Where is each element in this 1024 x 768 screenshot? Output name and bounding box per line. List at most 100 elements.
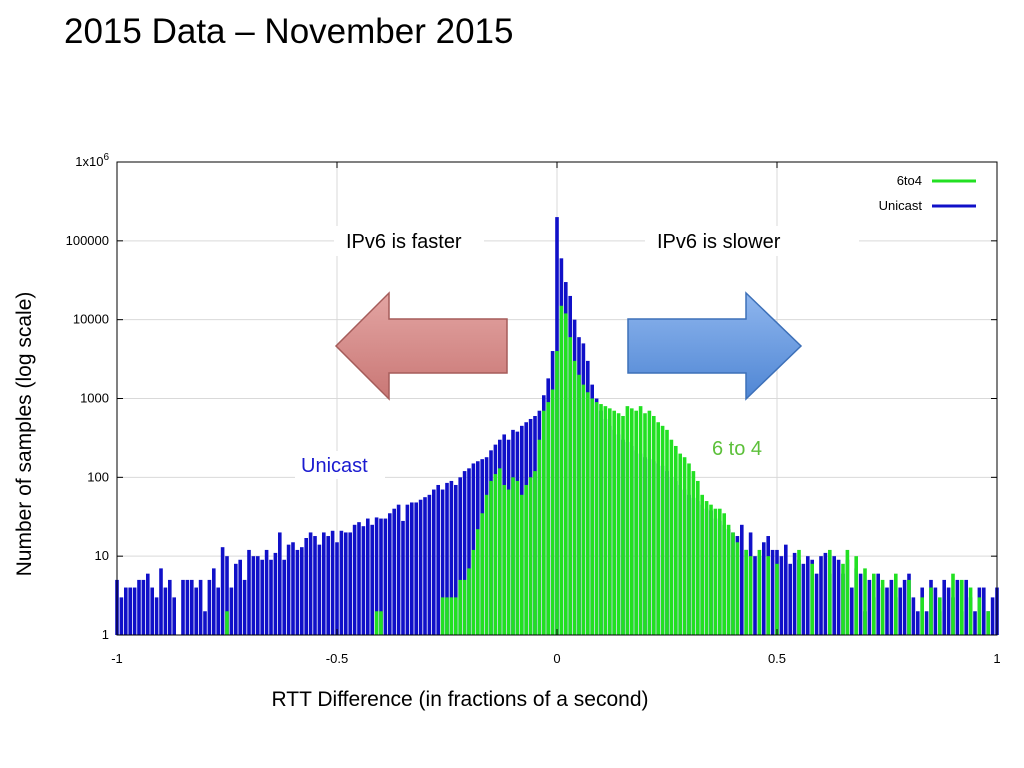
- 6to4-bar: [493, 474, 498, 635]
- unicast-bar: [286, 544, 291, 635]
- unicast-bar: [238, 559, 242, 635]
- 6to4-bar: [880, 579, 885, 635]
- unicast-bar: [801, 563, 806, 635]
- 6to4-bar: [625, 406, 630, 635]
- unicast-bar: [973, 611, 977, 635]
- unicast-bar: [964, 579, 968, 635]
- 6to4-bar: [537, 439, 542, 635]
- unicast-bar: [370, 524, 374, 635]
- 6to4-bar: [555, 351, 559, 635]
- unicast-bar: [269, 559, 273, 635]
- unicast-bar: [392, 508, 396, 635]
- unicast-bar: [361, 526, 366, 635]
- 6to4-bar: [872, 573, 876, 635]
- unicast-bar: [300, 547, 304, 635]
- 6to4-bar: [533, 471, 537, 635]
- unicast-bar: [203, 611, 207, 635]
- x-tick-label: 0.5: [768, 651, 786, 666]
- 6to4-bar: [810, 563, 814, 635]
- unicast-bar: [832, 556, 836, 635]
- unicast-bar: [850, 587, 854, 635]
- unicast-bar: [449, 480, 454, 635]
- unicast-bar: [885, 587, 889, 635]
- unicast-bar: [322, 532, 326, 635]
- 6to4-bar: [225, 611, 229, 635]
- 6to4-bar: [445, 597, 449, 635]
- unicast-bar: [260, 559, 264, 635]
- unicast-bar: [273, 552, 278, 635]
- 6to4-bar: [951, 573, 955, 635]
- unicast-bar: [374, 517, 379, 635]
- unicast-bar: [418, 499, 423, 635]
- unicast-bar: [445, 482, 449, 635]
- 6to4-bar: [718, 508, 722, 635]
- 6to4-bar: [665, 429, 669, 635]
- 6to4-bar: [968, 587, 973, 635]
- unicast-bar: [330, 530, 335, 635]
- unicast-bar: [132, 587, 137, 635]
- unicast-bar: [836, 559, 841, 635]
- x-tick-label: 0: [553, 651, 560, 666]
- unicast-bar: [168, 579, 172, 635]
- legend-bg: [860, 168, 990, 218]
- unicast-bar: [128, 587, 132, 635]
- unicast-bar: [982, 587, 986, 635]
- unicast-bar: [946, 587, 951, 635]
- unicast-bar: [779, 556, 784, 635]
- 6to4-bar: [656, 422, 660, 635]
- 6to4-bar: [630, 408, 634, 635]
- unicast-bar: [159, 568, 163, 635]
- unicast-bar: [379, 518, 383, 635]
- y-tick-label: 1x106: [75, 152, 109, 169]
- 6to4-bar: [643, 413, 647, 635]
- unicast-bar: [194, 587, 198, 635]
- 6to4-bar: [489, 480, 493, 635]
- unicast-bar: [467, 468, 471, 635]
- unicast-bar: [251, 556, 256, 635]
- unicast-bar: [282, 559, 286, 635]
- 6to4-bar: [735, 542, 740, 635]
- unicast-bar: [762, 542, 766, 635]
- unicast-bar: [339, 530, 344, 635]
- 6to4-bar: [581, 384, 586, 635]
- unicast-bar: [163, 587, 168, 635]
- unicast-bar: [902, 579, 907, 635]
- annotation-ipv6-slower: IPv6 is slower: [657, 231, 781, 253]
- unicast-bar: [410, 502, 414, 635]
- 6to4-bar: [757, 549, 762, 635]
- 6to4-bar: [938, 597, 942, 635]
- unicast-bar: [942, 579, 946, 635]
- unicast-bar: [788, 563, 792, 635]
- unicast-bar: [264, 549, 269, 635]
- slide-title: 2015 Data – November 2015: [64, 12, 514, 51]
- unicast-bar: [185, 579, 190, 635]
- unicast-bar: [308, 532, 313, 635]
- 6to4-bar: [564, 313, 568, 635]
- 6to4-bar: [713, 508, 718, 635]
- unicast-bar: [172, 597, 176, 635]
- 6to4-bar: [696, 480, 700, 635]
- 6to4-bar: [678, 453, 682, 635]
- unicast-bar: [216, 587, 220, 635]
- 6to4-bar: [471, 549, 476, 635]
- 6to4-bar: [568, 337, 572, 635]
- 6to4-bar: [550, 389, 555, 635]
- unicast-bar: [198, 579, 203, 635]
- unicast-bar: [137, 579, 141, 635]
- unicast-bar: [740, 524, 744, 635]
- 6to4-bar: [511, 477, 515, 635]
- unicast-bar: [401, 520, 405, 635]
- y-tick-label: 100: [87, 469, 109, 484]
- 6to4-bar: [828, 549, 832, 635]
- unicast-bar: [858, 573, 863, 635]
- 6to4-bar: [599, 404, 603, 635]
- unicast-bar: [814, 573, 819, 635]
- axis-ticks: 1 10 100 1000 10000 100000 1x106 -1 -0.5 0 0.5 1: [66, 152, 1001, 666]
- unicast-bar: [304, 538, 308, 635]
- unicast-bar: [806, 556, 810, 635]
- 6to4-bar: [484, 494, 489, 635]
- 6to4-bar: [559, 305, 564, 635]
- 6to4-bar: [542, 410, 546, 635]
- legend-label-6to4: 6to4: [897, 173, 922, 188]
